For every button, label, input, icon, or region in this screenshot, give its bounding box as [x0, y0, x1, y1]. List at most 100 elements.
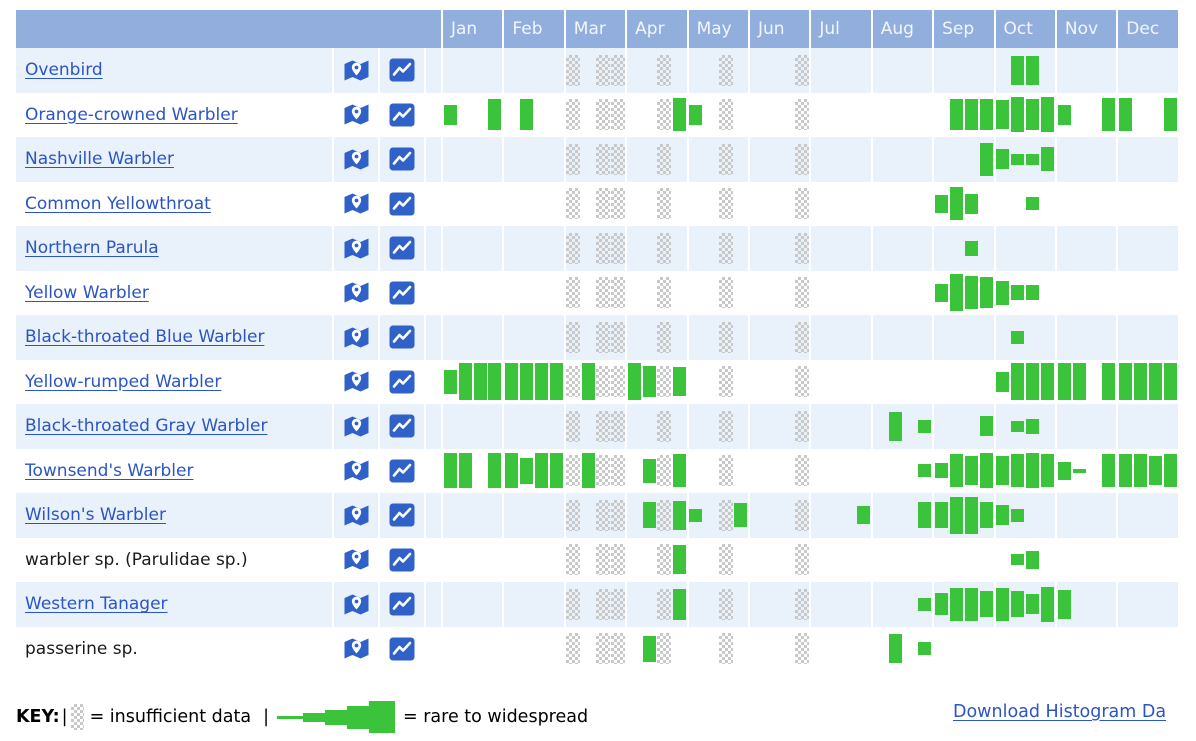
line-chart-button[interactable]: [378, 359, 424, 404]
map-button[interactable]: [332, 48, 378, 93]
month-cell: [563, 448, 625, 493]
line-chart-icon[interactable]: [389, 414, 415, 438]
line-chart-button[interactable]: [378, 582, 424, 627]
line-chart-icon[interactable]: [389, 147, 415, 171]
month-header-nov: Nov: [1054, 10, 1117, 48]
line-chart-icon[interactable]: [389, 58, 415, 82]
map-icon[interactable]: [343, 414, 370, 439]
week-slot: [703, 449, 718, 494]
map-icon[interactable]: [343, 503, 370, 528]
line-chart-icon[interactable]: [389, 459, 415, 483]
species-link[interactable]: Townsend's Warbler: [25, 460, 194, 481]
frequency-bar: [1026, 99, 1040, 131]
week-slot: [703, 226, 718, 271]
species-row: Nashville Warbler: [16, 137, 1178, 182]
line-chart-button[interactable]: [378, 48, 424, 93]
species-link[interactable]: Nashville Warbler: [25, 149, 174, 170]
line-chart-icon[interactable]: [389, 236, 415, 260]
map-icon[interactable]: [343, 325, 370, 350]
month-cell: [502, 537, 563, 582]
month-cell: [625, 270, 686, 315]
week-slot: [566, 226, 581, 271]
week-slot: [1040, 48, 1055, 93]
map-icon[interactable]: [343, 280, 370, 305]
species-link[interactable]: Northern Parula: [25, 238, 159, 259]
frequency-bar: [1011, 97, 1025, 133]
line-chart-button[interactable]: [378, 226, 424, 271]
map-icon[interactable]: [343, 102, 370, 127]
line-chart-button[interactable]: [378, 92, 424, 137]
week-slot: [902, 627, 917, 672]
map-icon[interactable]: [343, 369, 370, 394]
map-button[interactable]: [332, 270, 378, 315]
map-icon[interactable]: [343, 547, 370, 572]
month-cell: [932, 48, 994, 93]
line-chart-button[interactable]: [378, 137, 424, 182]
line-chart-icon[interactable]: [389, 103, 415, 127]
download-histogram-data-link[interactable]: Download Histogram Da: [953, 702, 1167, 722]
line-chart-button[interactable]: [378, 537, 424, 582]
insufficient-data-marker: [610, 366, 625, 398]
map-icon[interactable]: [343, 236, 370, 261]
line-chart-button[interactable]: [378, 448, 424, 493]
species-link[interactable]: Ovenbird: [25, 60, 103, 81]
week-slot: [610, 627, 625, 672]
map-icon[interactable]: [343, 592, 370, 617]
species-link[interactable]: Wilson's Warbler: [25, 505, 166, 526]
line-chart-icon[interactable]: [389, 637, 415, 661]
frequency-bar: [642, 502, 656, 529]
insufficient-data-marker: [718, 188, 733, 220]
month-cell: [993, 404, 1055, 449]
map-button[interactable]: [332, 537, 378, 582]
line-chart-icon[interactable]: [389, 503, 415, 527]
map-button[interactable]: [332, 493, 378, 538]
species-link[interactable]: Western Tanager: [25, 594, 168, 615]
line-chart-button[interactable]: [378, 626, 424, 671]
month-header-aug: Aug: [870, 10, 933, 48]
frequency-bar: [1102, 98, 1116, 132]
map-button[interactable]: [332, 226, 378, 271]
map-icon[interactable]: [343, 458, 370, 483]
line-chart-icon[interactable]: [389, 281, 415, 305]
line-chart-button[interactable]: [378, 270, 424, 315]
line-chart-icon[interactable]: [389, 325, 415, 349]
line-chart-button[interactable]: [378, 315, 424, 360]
spacer-cell: [424, 315, 441, 360]
map-button[interactable]: [332, 315, 378, 360]
map-icon[interactable]: [343, 58, 370, 83]
species-link[interactable]: Yellow Warbler: [25, 282, 149, 303]
line-chart-button[interactable]: [378, 181, 424, 226]
frequency-bar: [581, 453, 595, 489]
species-link[interactable]: Black-throated Blue Warbler: [25, 327, 265, 348]
month-cell: [441, 493, 503, 538]
month-cell: [809, 493, 871, 538]
week-slot: [627, 360, 642, 405]
week-slot: [841, 404, 856, 449]
line-chart-icon[interactable]: [389, 592, 415, 616]
species-link[interactable]: Orange-crowned Warbler: [25, 104, 238, 125]
map-button[interactable]: [332, 404, 378, 449]
map-icon[interactable]: [343, 191, 370, 216]
line-chart-icon[interactable]: [389, 548, 415, 572]
map-button[interactable]: [332, 359, 378, 404]
map-icon[interactable]: [343, 147, 370, 172]
week-slot: [1072, 182, 1087, 227]
week-slot: [657, 137, 672, 182]
line-chart-button[interactable]: [378, 404, 424, 449]
week-slot: [610, 538, 625, 583]
map-icon[interactable]: [343, 636, 370, 661]
frequency-bar: [458, 453, 472, 489]
map-button[interactable]: [332, 181, 378, 226]
map-button[interactable]: [332, 626, 378, 671]
line-chart-icon[interactable]: [389, 370, 415, 394]
map-button[interactable]: [332, 92, 378, 137]
species-link[interactable]: Black-throated Gray Warbler: [25, 416, 268, 437]
map-button[interactable]: [332, 448, 378, 493]
species-link[interactable]: Yellow-rumped Warbler: [25, 371, 222, 392]
line-chart-icon[interactable]: [389, 192, 415, 216]
week-slot: [873, 538, 888, 583]
map-button[interactable]: [332, 137, 378, 182]
species-link[interactable]: Common Yellowthroat: [25, 193, 211, 214]
map-button[interactable]: [332, 582, 378, 627]
line-chart-button[interactable]: [378, 493, 424, 538]
